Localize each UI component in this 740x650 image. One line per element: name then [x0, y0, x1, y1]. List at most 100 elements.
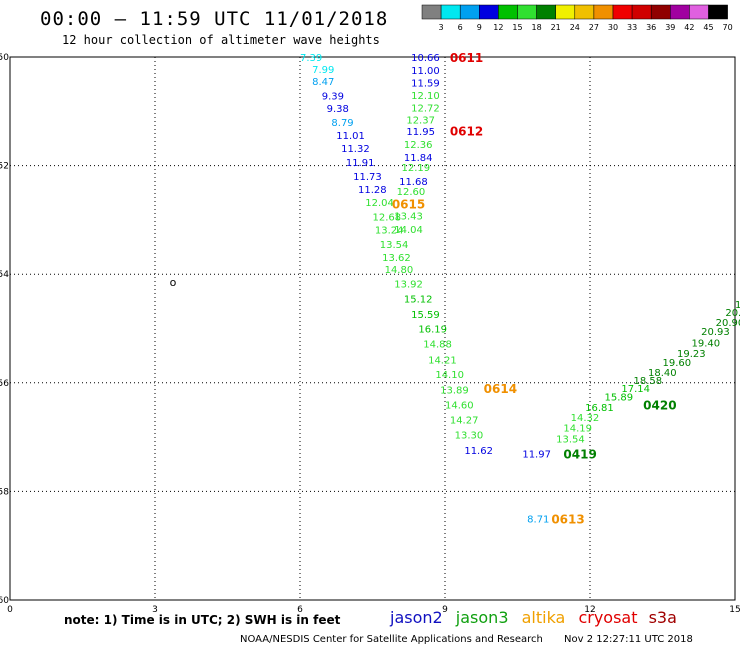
color-swatch	[650, 4, 671, 20]
color-scale-label: 24	[570, 23, 580, 32]
color-scale-label: 6	[458, 23, 463, 32]
color-scale-label: 39	[665, 23, 675, 32]
legend-cryosat: cryosat	[578, 608, 638, 627]
swh-value: 16.81	[585, 403, 614, 414]
swh-value: 11.84	[404, 153, 433, 164]
pass-label: 0613	[551, 513, 584, 527]
pass-label: 0611	[450, 51, 483, 65]
swh-value: 9.38	[327, 104, 349, 115]
color-scale-label: 12	[493, 23, 503, 32]
swh-value: 12.72	[411, 103, 440, 114]
title: 00:00 – 11:59 UTC 11/01/2018	[40, 8, 389, 30]
swh-value: 13.30	[455, 430, 484, 441]
pass-label: 0614	[484, 382, 517, 396]
grid	[10, 57, 735, 600]
island-marker: o	[170, 276, 177, 289]
color-scale-label: 21	[551, 23, 561, 32]
swh-value: 7.39	[300, 53, 322, 64]
legend-altika: altika	[521, 608, 566, 627]
swh-value: 10.66	[411, 53, 440, 64]
legend-jason3: jason3	[455, 608, 509, 627]
note: note: 1) Time is in UTC; 2) SWH is in fe…	[64, 613, 341, 627]
swh-value: 19.40	[692, 339, 721, 350]
swh-value: 14.60	[445, 401, 474, 412]
color-scale-label: 45	[703, 23, 713, 32]
swh-value: 17.14	[621, 384, 650, 395]
color-scale-label: 70	[723, 23, 733, 32]
swh-value: 20.53	[725, 308, 740, 319]
color-scale-label: 9	[477, 23, 482, 32]
swh-value: 13.62	[382, 253, 411, 264]
y-tick-label: -60	[0, 596, 9, 606]
timestamp: Nov 2 12:27:11 UTC 2018	[564, 634, 693, 645]
swh-value: 13.54	[556, 435, 585, 446]
color-scale-label: 18	[532, 23, 542, 32]
axes: 0 3 6 9 12 15 -50 -52 -54 -56 -58 -60	[0, 53, 740, 615]
swh-value: 8.47	[312, 77, 334, 88]
swh-value: 11.01	[336, 131, 365, 142]
swh-value: 20.93	[701, 327, 730, 338]
swh-value: 11.95	[406, 127, 435, 138]
pass-label: 0615	[392, 198, 425, 212]
color-swatch	[459, 4, 480, 20]
pass-label: 0420	[643, 399, 676, 413]
color-scale-label: 33	[627, 23, 637, 32]
plot-frame	[9, 56, 736, 601]
swh-value: 13.54	[380, 240, 409, 251]
color-swatch	[689, 4, 709, 20]
swh-value: 12.04	[365, 198, 394, 209]
swh-value: 13.89	[440, 385, 469, 396]
swh-value: 19.60	[663, 358, 692, 369]
swh-value: 7.99	[312, 65, 334, 76]
x-tick-label: 15	[729, 605, 740, 615]
swh-value: 14.10	[435, 370, 464, 381]
swh-value: 19.23	[677, 349, 706, 360]
pass-label: 0419	[563, 447, 596, 461]
x-tick-label: 6	[297, 605, 303, 615]
color-scale-label: 42	[684, 23, 694, 32]
swh-value: 12.36	[404, 140, 433, 151]
color-scale-label: 36	[646, 23, 656, 32]
color-scale-label: 3	[439, 23, 444, 32]
swh-value: 14.88	[423, 340, 452, 351]
y-tick-label: -56	[0, 379, 9, 389]
x-tick-label: 3	[152, 605, 158, 615]
swh-value: 11.91	[346, 158, 375, 169]
swh-value: 14.80	[385, 265, 414, 276]
y-tick-label: -52	[0, 162, 9, 172]
swh-value: 8.71	[527, 515, 549, 526]
swh-value: 13.92	[394, 279, 423, 290]
y-tick-label: -50	[0, 53, 9, 63]
swh-value: 12.37	[406, 115, 435, 126]
swh-value: 12.19	[402, 163, 431, 174]
pass-label: 0612	[450, 124, 483, 138]
swh-value: 12.60	[397, 187, 426, 198]
swh-value: 11.97	[522, 449, 551, 460]
color-swatch	[670, 4, 690, 20]
color-swatch	[479, 4, 499, 20]
swh-value: 14.27	[450, 416, 479, 427]
swh-value: 11.68	[399, 177, 428, 188]
swh-value: 14.04	[394, 225, 423, 236]
swh-value: 11.73	[353, 172, 382, 183]
legend-jason2: jason2	[390, 608, 443, 627]
swh-value: 15.12	[404, 295, 433, 306]
swh-value: 12.68	[373, 213, 402, 224]
x-tick-label: 0	[7, 605, 13, 615]
color-swatch	[631, 4, 652, 20]
color-swatch	[440, 4, 461, 20]
color-scale-label: 15	[512, 23, 522, 32]
swh-value: 15.59	[411, 310, 440, 321]
swh-value: 11.00	[411, 66, 440, 77]
swh-value: 16.19	[418, 325, 447, 336]
x-tick-label: 9	[442, 605, 448, 615]
swh-value: 18.58	[634, 376, 663, 387]
y-tick-label: -58	[0, 487, 9, 497]
swh-value: 18.40	[648, 368, 677, 379]
swh-value: 14.19	[563, 423, 592, 434]
color-swatch	[612, 4, 633, 20]
swh-value: 11.59	[411, 79, 440, 90]
swh-value: 20.90	[716, 318, 740, 329]
